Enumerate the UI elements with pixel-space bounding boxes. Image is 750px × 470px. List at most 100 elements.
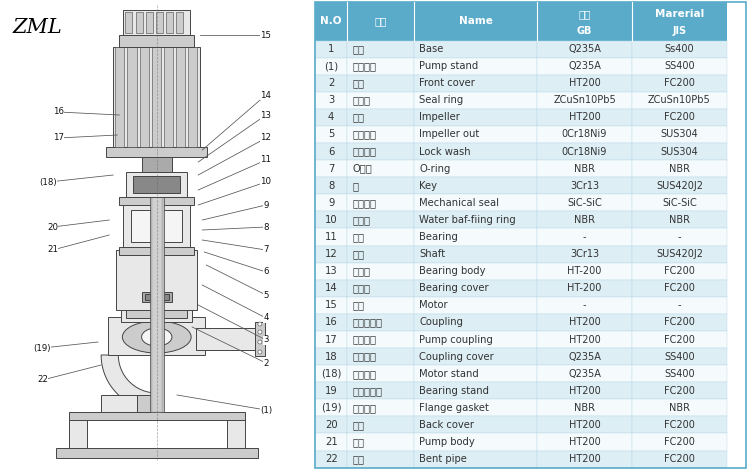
Text: FC200: FC200 bbox=[664, 283, 694, 293]
Text: Q235A: Q235A bbox=[568, 44, 601, 54]
Bar bbox=[414, 280, 537, 297]
Bar bbox=[537, 177, 632, 194]
Text: 泵体: 泵体 bbox=[352, 437, 364, 447]
Bar bbox=[632, 194, 727, 212]
Text: Mechanical seal: Mechanical seal bbox=[419, 198, 500, 208]
Text: 10: 10 bbox=[260, 178, 272, 187]
Bar bbox=[116, 250, 197, 310]
Bar bbox=[632, 382, 727, 400]
Bar bbox=[56, 448, 258, 458]
Text: 弯管: 弯管 bbox=[352, 454, 364, 464]
Text: 17: 17 bbox=[53, 133, 64, 142]
Text: SiC-SiC: SiC-SiC bbox=[567, 198, 602, 208]
Bar bbox=[164, 47, 173, 147]
Text: HT200: HT200 bbox=[568, 78, 601, 88]
Bar bbox=[315, 177, 347, 194]
Bar bbox=[414, 400, 537, 416]
Bar bbox=[537, 263, 632, 280]
Bar bbox=[315, 126, 347, 143]
Bar bbox=[315, 365, 347, 382]
Bar bbox=[537, 331, 632, 348]
Text: Motor: Motor bbox=[419, 300, 448, 310]
Text: NBR: NBR bbox=[669, 164, 690, 173]
Bar bbox=[315, 331, 347, 348]
Bar bbox=[315, 433, 347, 451]
Bar bbox=[632, 2, 727, 40]
Bar bbox=[347, 263, 414, 280]
Bar bbox=[347, 382, 414, 400]
Bar bbox=[632, 143, 727, 160]
Text: 16: 16 bbox=[325, 317, 338, 328]
Bar bbox=[414, 40, 537, 58]
Bar bbox=[414, 194, 537, 212]
Bar bbox=[315, 160, 347, 177]
Text: 轴承: 轴承 bbox=[352, 232, 364, 242]
Text: NBR: NBR bbox=[574, 403, 595, 413]
Ellipse shape bbox=[122, 321, 191, 353]
Text: 键: 键 bbox=[352, 181, 358, 191]
Text: 21: 21 bbox=[47, 245, 58, 254]
Text: Q235A: Q235A bbox=[568, 352, 601, 361]
Bar bbox=[537, 382, 632, 400]
Bar bbox=[537, 143, 632, 160]
Bar bbox=[414, 143, 537, 160]
Bar bbox=[414, 109, 537, 126]
Text: 轴承体支架: 轴承体支架 bbox=[352, 386, 382, 396]
Bar bbox=[347, 297, 414, 314]
Text: Coupling: Coupling bbox=[419, 317, 464, 328]
Text: Pump stand: Pump stand bbox=[419, 61, 478, 71]
Text: 5: 5 bbox=[328, 129, 334, 140]
Bar bbox=[116, 47, 124, 147]
Bar bbox=[414, 451, 537, 468]
Text: Motor stand: Motor stand bbox=[419, 368, 479, 379]
Ellipse shape bbox=[142, 328, 172, 346]
Text: 14: 14 bbox=[260, 91, 272, 100]
Text: 2: 2 bbox=[328, 78, 334, 88]
Text: (1): (1) bbox=[260, 406, 272, 415]
Text: Bearing: Bearing bbox=[419, 232, 458, 242]
Bar bbox=[537, 400, 632, 416]
Bar bbox=[108, 317, 206, 355]
Bar bbox=[537, 40, 632, 58]
Text: O型圈: O型圈 bbox=[352, 164, 372, 173]
Text: 20: 20 bbox=[325, 420, 338, 430]
Bar bbox=[136, 395, 154, 412]
Text: HT200: HT200 bbox=[568, 454, 601, 464]
Bar bbox=[347, 348, 414, 365]
Bar bbox=[414, 348, 537, 365]
Bar bbox=[315, 109, 347, 126]
Bar bbox=[414, 365, 537, 382]
Text: 泵联轴器: 泵联轴器 bbox=[352, 335, 376, 345]
Bar bbox=[124, 202, 190, 250]
Text: 前盖: 前盖 bbox=[352, 78, 364, 88]
Text: 3Cr13: 3Cr13 bbox=[570, 249, 599, 259]
Bar bbox=[632, 263, 727, 280]
Bar bbox=[537, 194, 632, 212]
Bar bbox=[537, 297, 632, 314]
Text: 22: 22 bbox=[325, 454, 338, 464]
Text: Shaft: Shaft bbox=[419, 249, 446, 259]
Bar bbox=[537, 433, 632, 451]
Text: 3Cr13: 3Cr13 bbox=[570, 181, 599, 191]
Bar bbox=[315, 194, 347, 212]
Bar bbox=[414, 75, 537, 92]
Text: 叶轮: 叶轮 bbox=[352, 112, 364, 122]
Text: Bearing body: Bearing body bbox=[419, 266, 486, 276]
Bar bbox=[119, 35, 194, 47]
Text: Bent pipe: Bent pipe bbox=[419, 454, 467, 464]
Bar bbox=[347, 75, 414, 92]
Bar bbox=[537, 75, 632, 92]
Text: 8: 8 bbox=[263, 222, 268, 232]
Bar bbox=[347, 245, 414, 263]
Bar bbox=[632, 58, 727, 75]
Bar bbox=[414, 331, 537, 348]
Bar bbox=[347, 177, 414, 194]
Bar bbox=[315, 314, 347, 331]
Bar bbox=[131, 210, 182, 242]
Bar bbox=[315, 451, 347, 468]
Text: NBR: NBR bbox=[669, 215, 690, 225]
Bar bbox=[315, 297, 347, 314]
Bar bbox=[632, 126, 727, 143]
Bar bbox=[106, 147, 207, 157]
Text: FC200: FC200 bbox=[664, 454, 694, 464]
